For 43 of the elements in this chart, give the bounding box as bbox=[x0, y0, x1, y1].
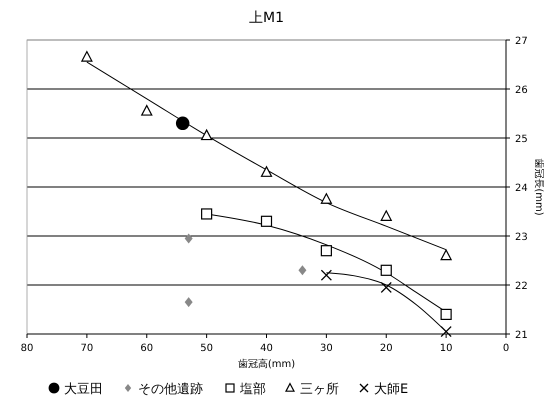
legend-label: 大豆田 bbox=[64, 382, 103, 397]
x-tick-label: 60 bbox=[140, 343, 154, 354]
point bbox=[380, 264, 392, 276]
point bbox=[184, 297, 193, 308]
point bbox=[320, 245, 332, 256]
x-tick-label: 20 bbox=[380, 343, 393, 354]
legend-label: 塩部 bbox=[239, 382, 266, 397]
x-tick-label: 40 bbox=[260, 343, 273, 354]
point bbox=[380, 210, 392, 221]
y-tick-label: 25 bbox=[515, 134, 528, 145]
x-tick-label: 0 bbox=[502, 343, 510, 354]
y-tick-label: 23 bbox=[515, 232, 528, 243]
point bbox=[320, 193, 332, 204]
point bbox=[201, 129, 212, 140]
point bbox=[141, 104, 152, 116]
x-axis-title: 歯冠高(mm) bbox=[238, 358, 296, 370]
point bbox=[184, 233, 193, 244]
point bbox=[320, 270, 332, 281]
x-tick-label: 70 bbox=[80, 343, 94, 354]
x-tick-label: 10 bbox=[440, 343, 452, 354]
y-tick-label: 22 bbox=[515, 281, 528, 292]
y-tick-label: 27 bbox=[515, 36, 528, 47]
y-tick-label: 21 bbox=[515, 330, 528, 341]
point bbox=[260, 166, 272, 177]
point bbox=[260, 216, 272, 227]
chart-title: 上M1 bbox=[249, 10, 284, 26]
point bbox=[440, 250, 452, 260]
point bbox=[176, 116, 190, 130]
point bbox=[81, 51, 92, 62]
y-tick-label: 26 bbox=[515, 85, 528, 96]
point bbox=[298, 265, 306, 276]
point bbox=[440, 308, 452, 320]
point bbox=[380, 282, 392, 294]
legend-label: 三ヶ所 bbox=[300, 382, 339, 397]
point bbox=[201, 208, 212, 220]
x-tick-label: 30 bbox=[320, 343, 333, 354]
x-tick-label: 50 bbox=[200, 343, 213, 354]
y-axis-title: 歯冠長(mm) bbox=[533, 158, 544, 216]
legend-label: 大師E bbox=[374, 382, 408, 397]
point bbox=[440, 326, 452, 338]
legend-label: その他遺跡 bbox=[138, 382, 203, 397]
y-tick-label: 24 bbox=[515, 183, 528, 194]
x-tick-label: 80 bbox=[20, 343, 34, 354]
